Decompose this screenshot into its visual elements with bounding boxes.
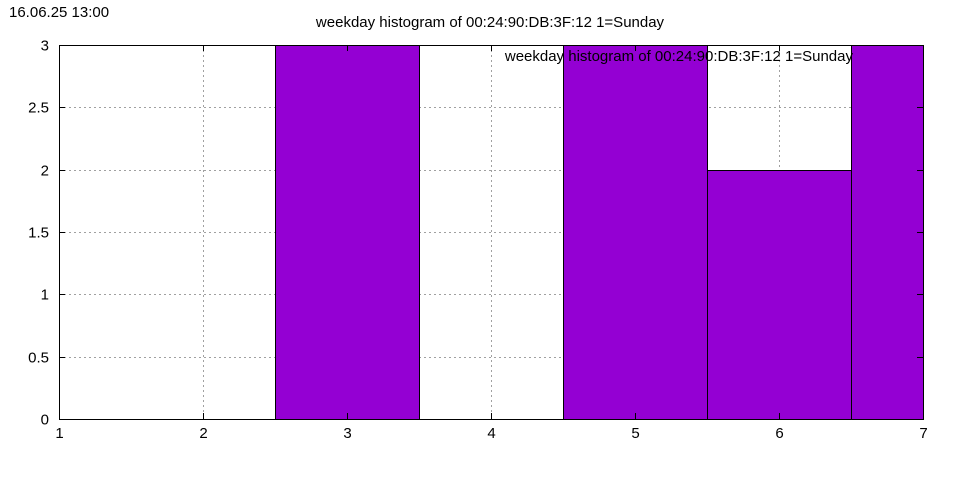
bar-6 [707, 170, 852, 420]
y-tick-label: 1.5 [28, 225, 49, 242]
y-tick-label: 0.5 [28, 350, 49, 367]
bar-3 [275, 45, 420, 420]
bar-5 [563, 45, 708, 420]
y-tick-label: 2.5 [28, 100, 49, 117]
bar-7 [851, 45, 924, 420]
x-tick-label: 4 [487, 425, 495, 442]
chart-title: weekday histogram of 00:24:90:DB:3F:12 1… [315, 14, 665, 31]
x-tick-label: 6 [775, 425, 783, 442]
x-tick-label: 3 [343, 425, 351, 442]
legend: weekday histogram of 00:24:90:DB:3F:12 1… [504, 48, 854, 65]
y-tick-label: 2 [41, 163, 49, 180]
legend-label: weekday histogram of 00:24:90:DB:3F:12 1… [504, 48, 854, 65]
x-tick-label: 7 [919, 425, 927, 442]
axes: 1 2 3 4 5 6 7 0 0.5 1 1.5 2 2.5 3 [28, 38, 928, 443]
x-tick-label: 2 [199, 425, 207, 442]
y-tick-label: 3 [41, 38, 49, 55]
x-tick-label: 5 [631, 425, 639, 442]
x-tick-label: 1 [55, 425, 63, 442]
bars [275, 45, 924, 420]
y-tick-label: 0 [41, 412, 49, 429]
timestamp: 16.06.25 13:00 [9, 4, 110, 21]
y-tick-label: 1 [41, 287, 49, 304]
